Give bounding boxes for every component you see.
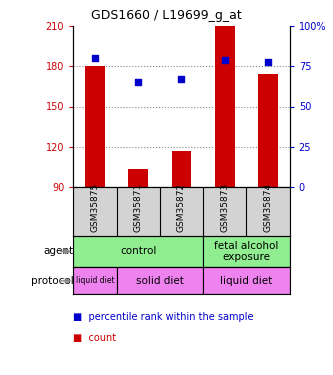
Text: GSM35874: GSM35874 bbox=[263, 183, 273, 232]
Text: GDS1660 / L19699_g_at: GDS1660 / L19699_g_at bbox=[91, 9, 242, 22]
Bar bbox=[129, 170, 148, 187]
Text: GSM35875: GSM35875 bbox=[90, 182, 100, 232]
Text: GSM35873: GSM35873 bbox=[220, 182, 229, 232]
Bar bbox=[203, 267, 290, 294]
Text: control: control bbox=[120, 246, 157, 256]
Bar bbox=[73, 267, 117, 294]
Text: solid diet: solid diet bbox=[136, 276, 184, 286]
Point bbox=[179, 76, 184, 82]
Text: liquid diet: liquid diet bbox=[220, 276, 272, 286]
Text: liquid diet: liquid diet bbox=[76, 276, 114, 285]
Bar bbox=[73, 236, 203, 267]
Text: agent: agent bbox=[43, 246, 73, 256]
Bar bbox=[203, 236, 290, 267]
Bar bbox=[258, 74, 278, 187]
Bar bbox=[85, 66, 105, 187]
Point bbox=[265, 58, 271, 64]
Text: GSM35872: GSM35872 bbox=[177, 183, 186, 232]
Bar bbox=[172, 151, 191, 187]
Point bbox=[222, 57, 227, 63]
Point bbox=[92, 56, 98, 62]
Text: ■  percentile rank within the sample: ■ percentile rank within the sample bbox=[73, 312, 254, 322]
Text: protocol: protocol bbox=[31, 276, 73, 286]
Bar bbox=[215, 26, 234, 187]
Text: fetal alcohol
exposure: fetal alcohol exposure bbox=[214, 241, 279, 262]
Text: ■  count: ■ count bbox=[73, 333, 117, 343]
Bar bbox=[117, 267, 203, 294]
Text: GSM35871: GSM35871 bbox=[134, 182, 143, 232]
Point bbox=[136, 80, 141, 86]
